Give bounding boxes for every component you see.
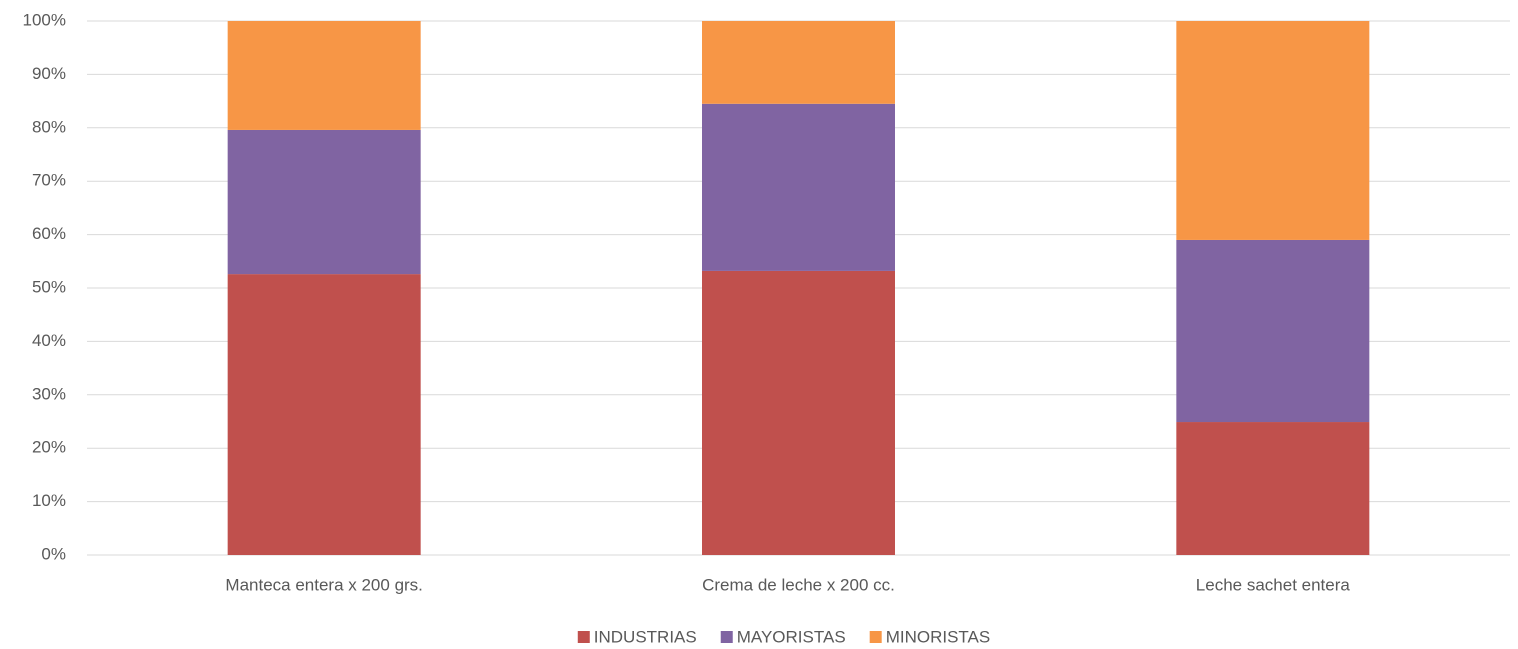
y-tick-label: 70% (32, 171, 66, 190)
bar-segment (1176, 21, 1370, 240)
bar-segment (702, 270, 895, 555)
y-tick-label: 50% (32, 277, 66, 296)
y-tick-label: 10% (32, 491, 66, 510)
x-tick-label: Crema de leche x 200 cc. (702, 575, 895, 594)
x-tick-label: Manteca entera x 200 grs. (225, 575, 423, 594)
bar-segment (227, 21, 421, 130)
y-tick-label: 20% (32, 438, 66, 457)
y-tick-label: 80% (32, 117, 66, 136)
y-tick-label: 90% (32, 64, 66, 83)
bar-segment (702, 21, 895, 104)
legend-swatch (720, 631, 733, 643)
bar-segment (227, 129, 421, 275)
legend-label: MAYORISTAS (737, 627, 846, 646)
y-tick-label: 0% (41, 544, 66, 563)
bar-segment (1176, 239, 1370, 423)
bar-segment (227, 274, 421, 555)
legend-swatch (577, 631, 590, 643)
legend-swatch (869, 631, 882, 643)
y-tick-label: 60% (32, 224, 66, 243)
legend-label: INDUSTRIAS (594, 627, 697, 646)
legend-label: MINORISTAS (886, 627, 991, 646)
y-tick-label: 100% (23, 10, 66, 29)
y-tick-label: 30% (32, 384, 66, 403)
bar-segment (1176, 422, 1370, 555)
x-tick-label: Leche sachet entera (1196, 575, 1351, 594)
bar-segment (702, 103, 895, 271)
y-tick-label: 40% (32, 331, 66, 350)
